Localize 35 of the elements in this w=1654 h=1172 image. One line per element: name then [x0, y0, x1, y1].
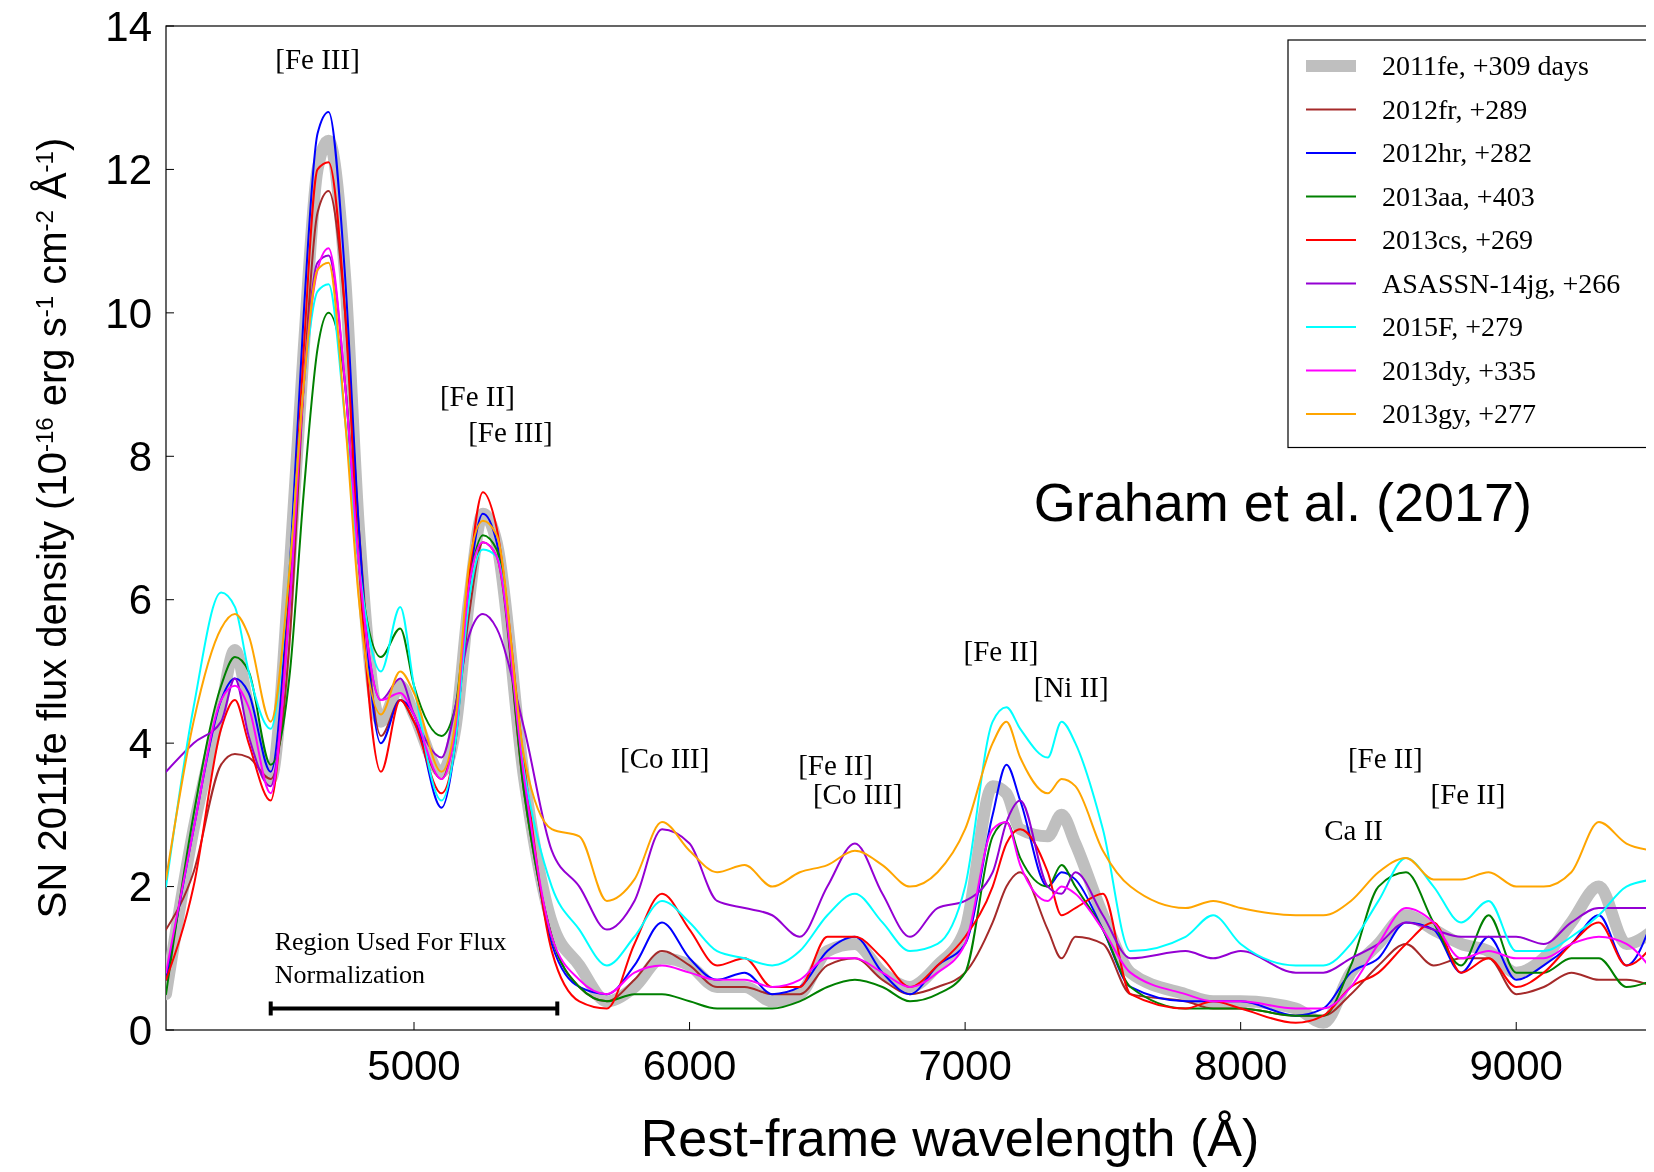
- x-tick-label: 5000: [367, 1042, 461, 1089]
- x-tick-label: 7000: [918, 1042, 1012, 1089]
- annotation: [Fe III]: [275, 43, 360, 76]
- legend-label: 2015F, +279: [1382, 311, 1524, 343]
- x-tick-label: 8000: [1193, 1042, 1288, 1089]
- legend-label: 2011fe, +309 days: [1382, 50, 1589, 82]
- annotation: Region Used For Flux Normalization: [274, 927, 507, 990]
- legend-label: 2013dy, +335: [1382, 354, 1536, 386]
- annotation: [Fe II]: [798, 749, 874, 782]
- annotation: [Fe II]: [1430, 778, 1506, 811]
- legend-label: 2012fr, +289: [1382, 93, 1528, 125]
- x-tick-label: 6000: [642, 1042, 737, 1089]
- y-tick-label: 8: [128, 432, 152, 480]
- legend-label: 2013gy, +277: [1382, 398, 1536, 430]
- legend-label: 2013cs, +269: [1382, 224, 1534, 256]
- annotation: Ca II: [1324, 813, 1384, 846]
- y-tick-label: 10: [105, 289, 152, 337]
- legend-label: 2012hr, +282: [1382, 137, 1532, 169]
- annotation: [Co III]: [620, 742, 710, 775]
- y-tick-label: 6: [128, 576, 152, 624]
- legend-label: 2013aa, +403: [1382, 180, 1535, 212]
- annotation: [Fe II]: [439, 380, 515, 413]
- annotation: [Fe II]: [963, 634, 1039, 667]
- legend-label: ASASSN-14jg, +266: [1382, 267, 1621, 299]
- x-axis-title: Rest-frame wavelength (Å): [640, 1109, 1260, 1167]
- y-tick-label: 2: [128, 863, 152, 911]
- y-tick-label: 4: [128, 719, 152, 767]
- annotation: [Fe II]: [1347, 742, 1423, 775]
- y-tick-label: 12: [105, 146, 152, 194]
- x-tick-label: 9000: [1469, 1042, 1563, 1089]
- y-tick-label: 0: [128, 1006, 152, 1054]
- annotation: [Fe III]: [468, 415, 553, 448]
- annotation: [Ni II]: [1033, 670, 1109, 703]
- annotation: Graham et al. (2017): [1033, 471, 1532, 532]
- y-tick-label: 14: [105, 2, 152, 50]
